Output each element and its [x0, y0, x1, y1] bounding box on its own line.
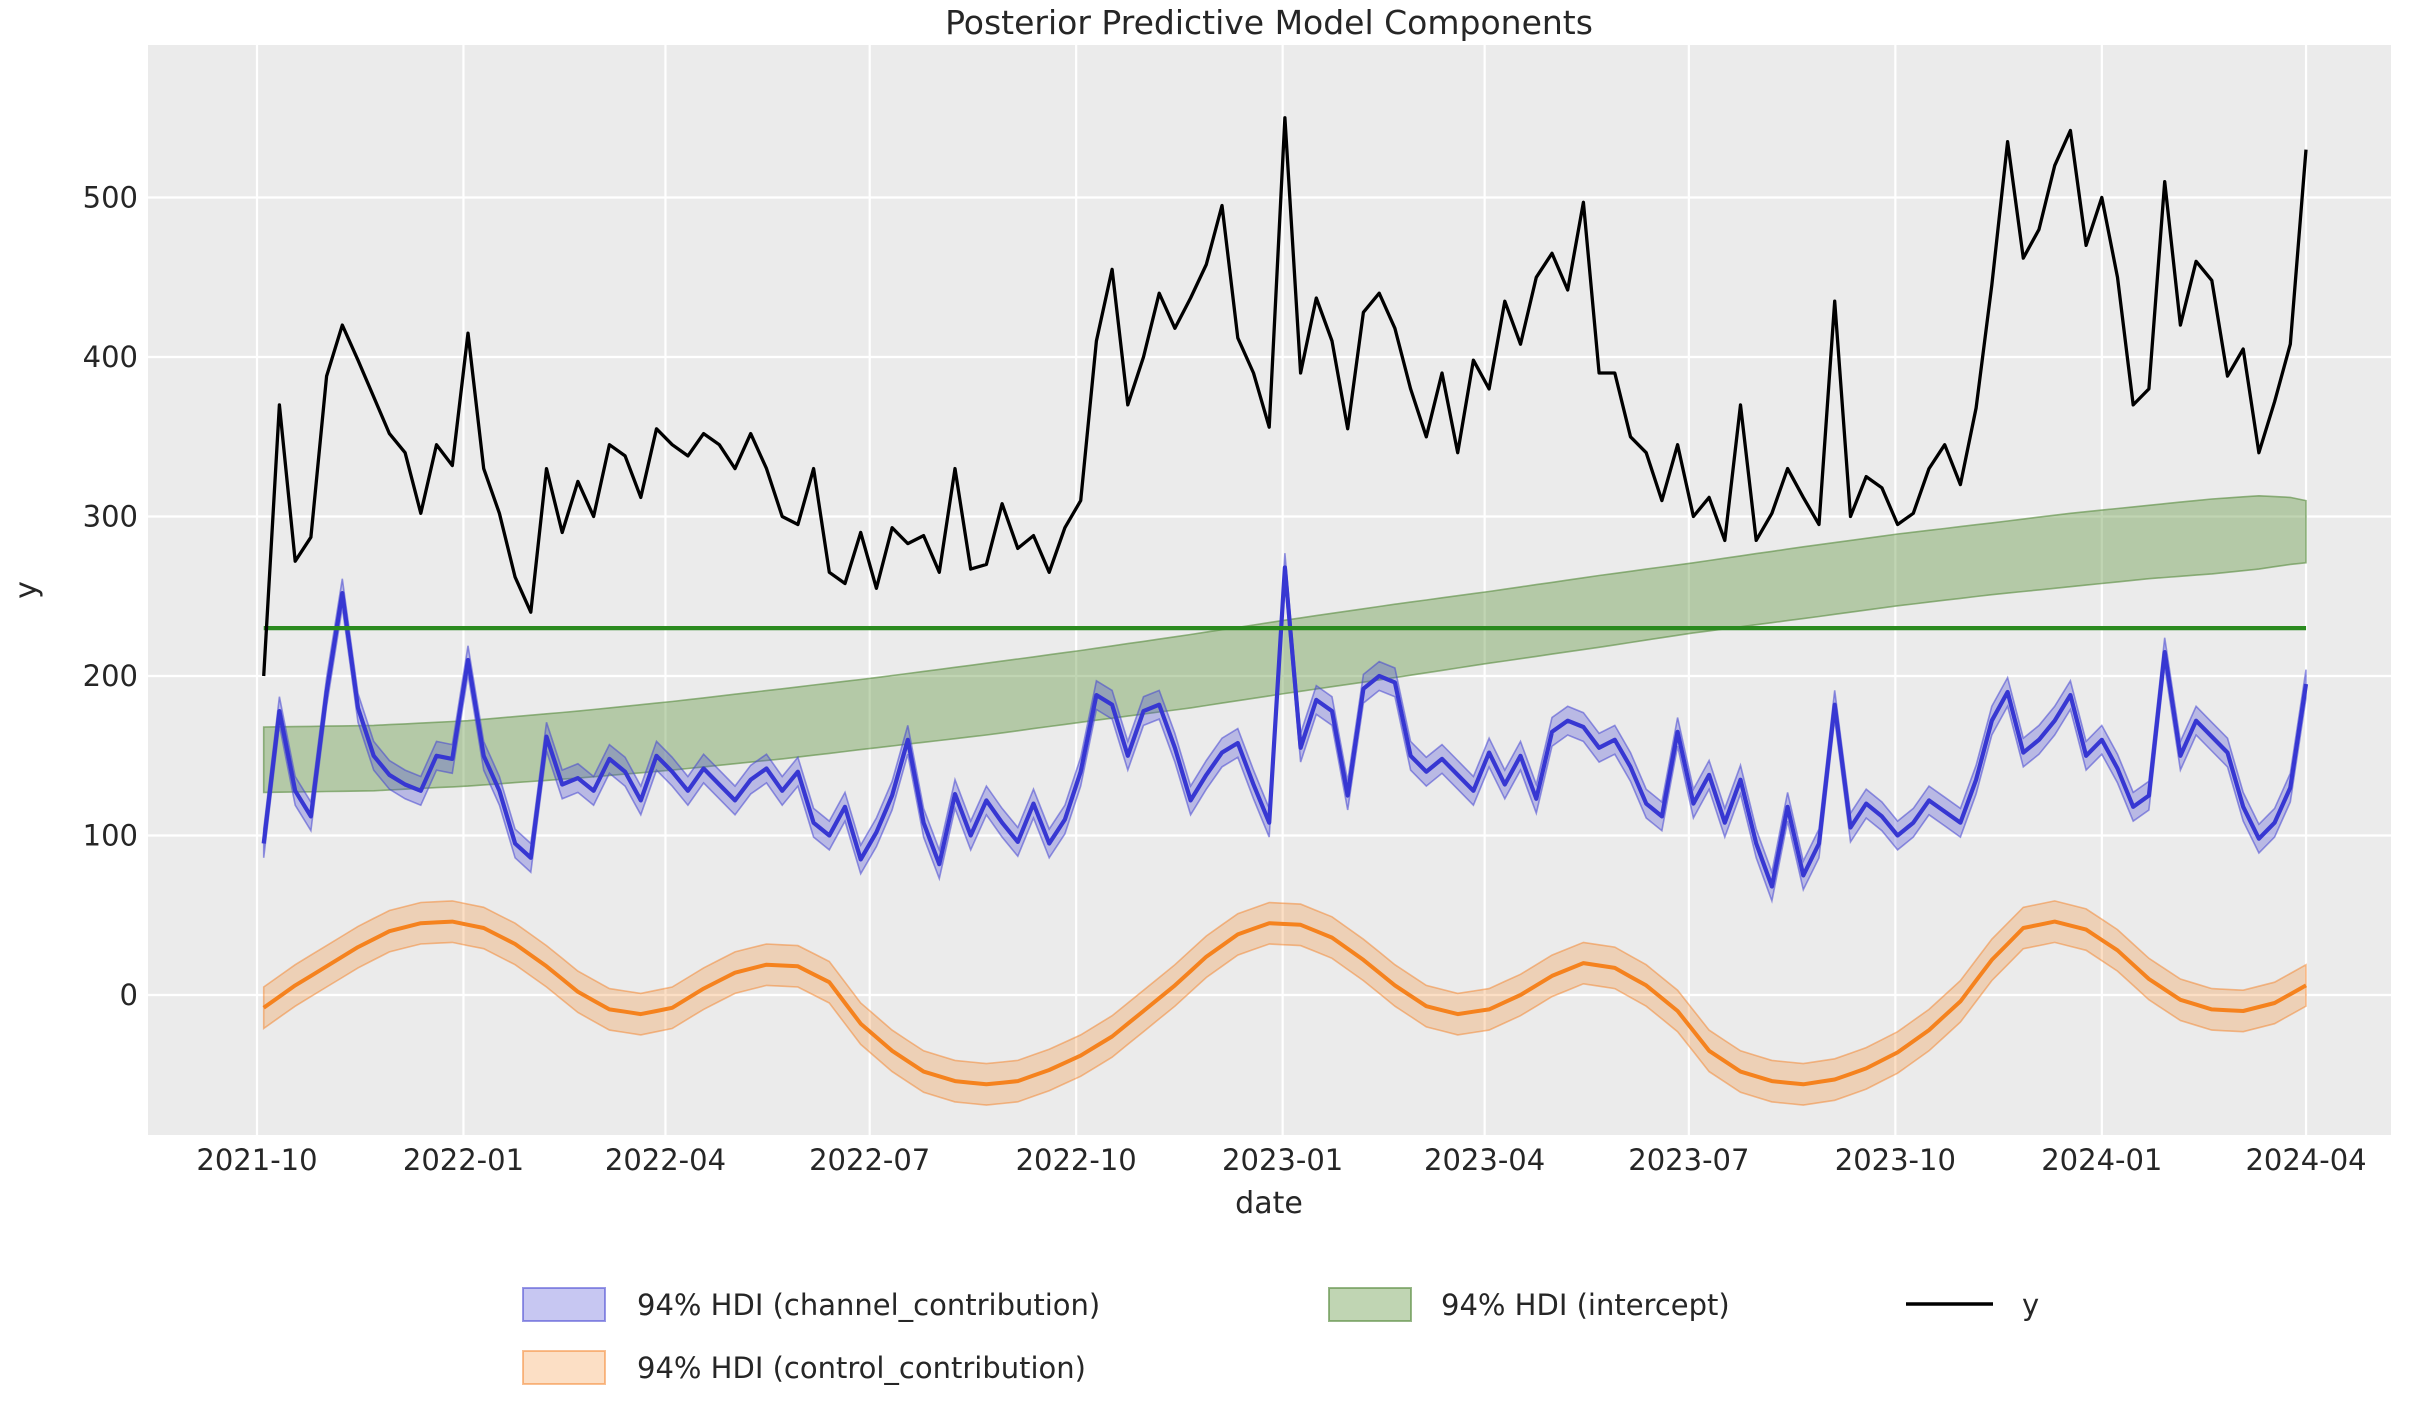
legend: 94% HDI (channel_contribution) 94% HDI (…	[522, 1287, 2039, 1385]
intercept-legend-label: 94% HDI (intercept)	[1441, 1288, 1730, 1322]
x-axis-label: date	[1235, 1186, 1303, 1221]
channel-legend-swatch	[522, 1287, 606, 1322]
channel-mean-line	[261, 565, 2309, 889]
channel-hdi-band	[262, 553, 2307, 904]
chart-title: Posterior Predictive Model Components	[945, 3, 1593, 42]
plot-background	[148, 45, 2391, 1135]
x-tick-label: 2023-10	[1835, 1143, 1956, 1177]
x-tick-label: 2023-07	[1628, 1143, 1749, 1177]
x-tick-label: 2024-04	[2245, 1143, 2366, 1177]
y-tick-label: 400	[83, 340, 138, 374]
x-tick-label: 2022-10	[1016, 1143, 1137, 1177]
x-tick-label: 2024-01	[2041, 1143, 2162, 1177]
x-tick-label: 2022-01	[403, 1143, 524, 1177]
intercept-legend-swatch	[1328, 1287, 1412, 1322]
x-tick-label: 2021-10	[196, 1143, 317, 1177]
control-legend-label: 94% HDI (control_contribution)	[637, 1351, 1086, 1385]
y-tick-label: 500	[83, 181, 138, 215]
y-series-line	[262, 116, 2308, 677]
plot-area: 0 100 200 300 400 500 2021-10 2022-01 2022-04 202…	[83, 45, 2391, 1177]
x-tick-label: 2022-07	[809, 1143, 930, 1177]
y-tick-label: 100	[83, 819, 138, 853]
x-tick-label: 2023-04	[1424, 1143, 1545, 1177]
y-tick-label: 300	[83, 500, 138, 534]
intercept-hdi-band	[262, 494, 2307, 794]
control-legend-swatch	[522, 1350, 606, 1385]
control-mean-line	[262, 919, 2307, 1087]
x-tick-label: 2023-01	[1222, 1143, 1343, 1177]
control-hdi-band	[262, 900, 2307, 1106]
channel-legend-label: 94% HDI (channel_contribution)	[637, 1288, 1100, 1322]
y-legend-label: y	[2022, 1288, 2039, 1322]
x-tick-label: 2022-04	[605, 1143, 726, 1177]
y-tick-label: 0	[120, 978, 138, 1012]
y-tick-label: 200	[83, 659, 138, 693]
y-axis-label: y	[9, 581, 44, 599]
